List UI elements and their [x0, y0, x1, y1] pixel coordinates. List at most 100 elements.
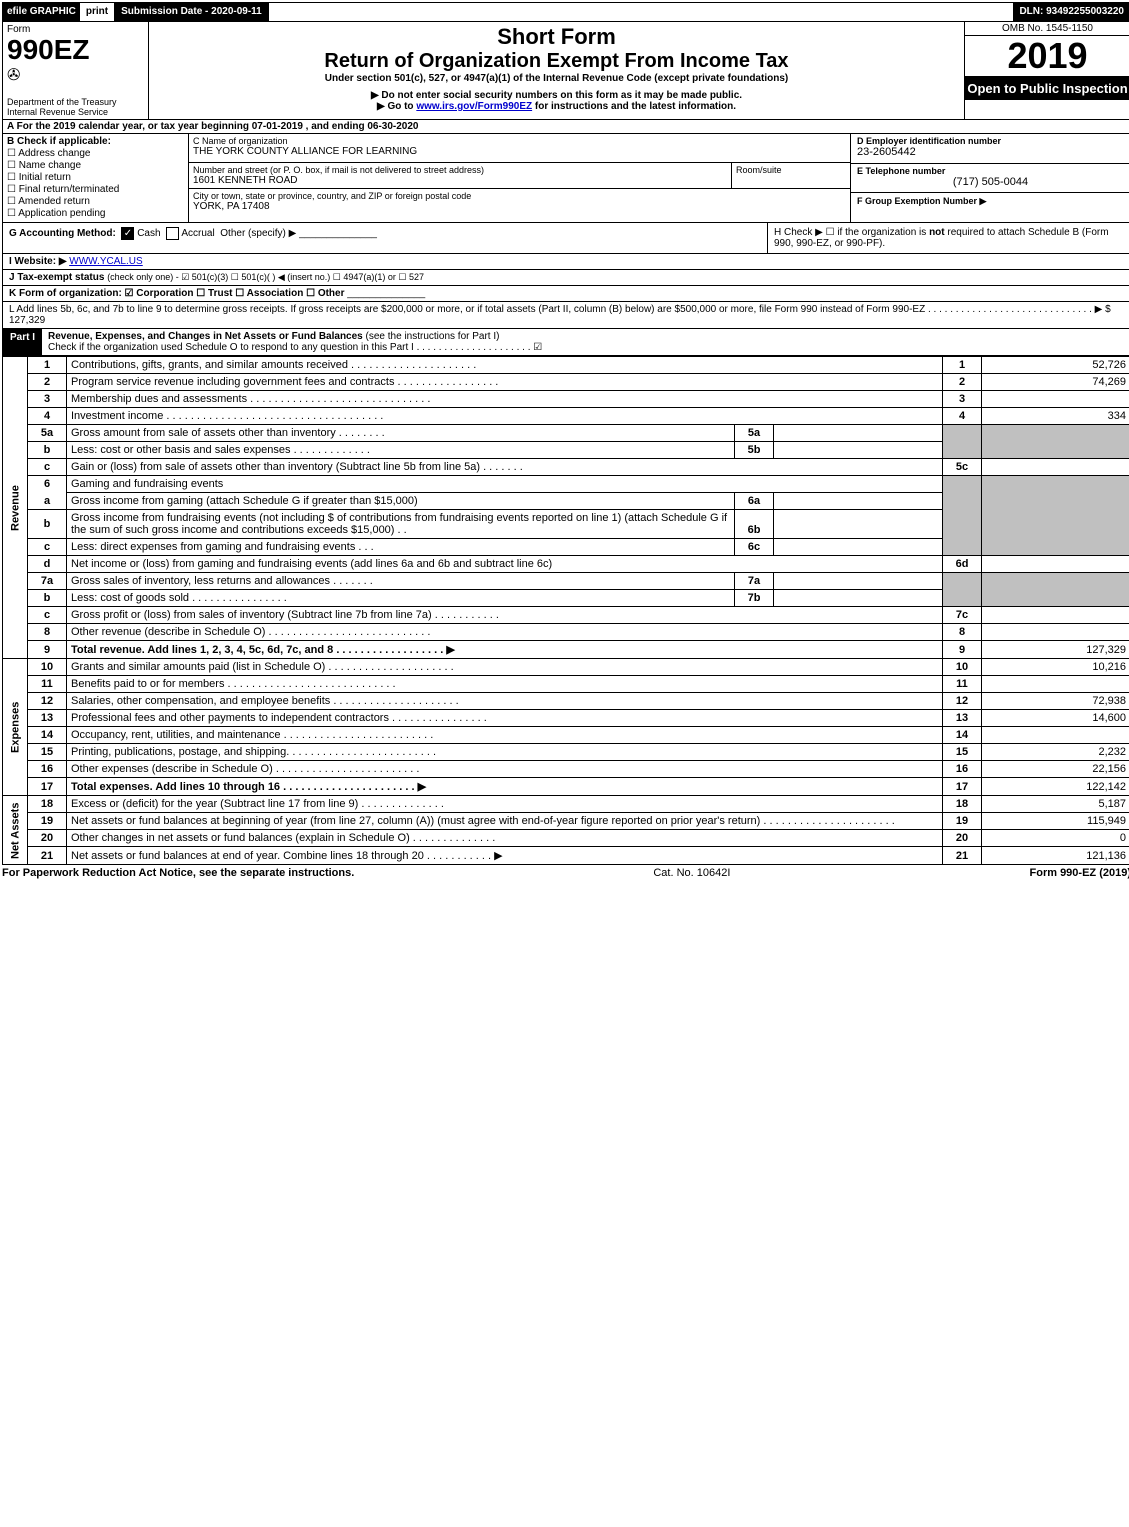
chk-amended-return[interactable]: ☐ Amended return	[7, 196, 184, 207]
top-bar: efile GRAPHIC print Submission Date - 20…	[2, 2, 1129, 22]
street-row: Number and street (or P. O. box, if mail…	[189, 163, 850, 189]
inner-box-label: 6b	[735, 510, 774, 538]
line-text: Gross income from fundraising events (no…	[67, 510, 735, 538]
line-text-bold: Total revenue. Add lines 1, 2, 3, 4, 5c,…	[71, 644, 455, 656]
line-ref: 2	[943, 374, 982, 391]
chk-address-change[interactable]: ☐ Address change	[7, 148, 184, 159]
website-link[interactable]: WWW.YCAL.US	[69, 256, 142, 267]
grey-cell	[982, 425, 1129, 442]
line-amount: 10,216	[982, 659, 1129, 676]
grey-cell	[943, 476, 982, 493]
side-expenses: Expenses	[3, 659, 28, 796]
chk-initial-return[interactable]: ☐ Initial return	[7, 172, 184, 183]
grey-cell	[982, 539, 1129, 556]
table-row: Revenue 1 Contributions, gifts, grants, …	[3, 357, 1129, 374]
part-i-title: Revenue, Expenses, and Changes in Net As…	[42, 329, 1129, 355]
table-row: 13 Professional fees and other payments …	[3, 710, 1129, 727]
line-text: Other expenses (describe in Schedule O) …	[67, 761, 943, 778]
line-num: 3	[28, 391, 67, 408]
footer-form-number: 990-EZ	[1060, 867, 1096, 879]
table-row: 11 Benefits paid to or for members . . .…	[3, 676, 1129, 693]
line-amount: 5,187	[982, 796, 1129, 813]
tax-year-end: 06-30-2020	[367, 121, 418, 132]
chk-name-change[interactable]: ☐ Name change	[7, 160, 184, 171]
goto-instructions: ▶ Go to www.irs.gov/Form990EZ for instru…	[153, 101, 960, 112]
line-amount: 22,156	[982, 761, 1129, 778]
grey-cell	[943, 425, 982, 442]
form-header: Form 990EZ ✇ Department of the Treasury …	[2, 22, 1129, 120]
org-name-label: C Name of organization	[193, 136, 846, 146]
h-text1: H Check ▶ ☐ if the organization is	[774, 227, 929, 238]
line-ref: 1	[943, 357, 982, 374]
table-row: 2 Program service revenue including gove…	[3, 374, 1129, 391]
line-ref: 19	[943, 813, 982, 830]
line-amount	[982, 556, 1129, 573]
table-row: 16 Other expenses (describe in Schedule …	[3, 761, 1129, 778]
line-text: Investment income . . . . . . . . . . . …	[67, 408, 943, 425]
table-row: d Net income or (loss) from gaming and f…	[3, 556, 1129, 573]
header-left: Form 990EZ ✇ Department of the Treasury …	[3, 22, 149, 119]
chk-cash[interactable]: ✓	[121, 227, 134, 240]
table-row: c Gain or (loss) from sale of assets oth…	[3, 459, 1129, 476]
chk-label: Amended return	[18, 196, 90, 207]
tax-year-label: A For the 2019 calendar year, or tax yea…	[7, 121, 252, 132]
line-num: c	[28, 459, 67, 476]
irs-link[interactable]: www.irs.gov/Form990EZ	[416, 101, 532, 112]
line-text: Gross profit or (loss) from sales of inv…	[67, 607, 943, 624]
side-revenue: Revenue	[3, 357, 28, 659]
inner-box-label: 5a	[735, 425, 774, 441]
line-text: Gross sales of inventory, less returns a…	[67, 573, 735, 589]
short-form-title: Short Form	[153, 24, 960, 50]
table-row: 7a Gross sales of inventory, less return…	[3, 573, 1129, 590]
inner-box-label: 7b	[735, 590, 774, 606]
line-num: a	[28, 493, 67, 510]
chk-accrual[interactable]	[166, 227, 179, 240]
table-row: 12 Salaries, other compensation, and emp…	[3, 693, 1129, 710]
line-text: Printing, publications, postage, and shi…	[67, 744, 943, 761]
line-num: 13	[28, 710, 67, 727]
side-net-assets: Net Assets	[3, 796, 28, 865]
line-ref: 13	[943, 710, 982, 727]
line-ref: 4	[943, 408, 982, 425]
dln-label: DLN:	[1019, 6, 1046, 17]
dept-irs: Internal Revenue Service	[7, 107, 144, 117]
line-text: Membership dues and assessments . . . . …	[67, 391, 943, 408]
line-num: b	[28, 442, 67, 459]
l-text: L Add lines 5b, 6c, and 7b to line 9 to …	[9, 304, 1111, 315]
main-title: Return of Organization Exempt From Incom…	[153, 50, 960, 73]
chk-final-return[interactable]: ☐ Final return/terminated	[7, 184, 184, 195]
l-amount: 127,329	[9, 315, 45, 326]
chk-application-pending[interactable]: ☐ Application pending	[7, 208, 184, 219]
section-c: C Name of organization THE YORK COUNTY A…	[189, 134, 850, 222]
line-amount: 74,269	[982, 374, 1129, 391]
line-with-box: Gross income from gaming (attach Schedul…	[67, 493, 943, 510]
line-ref: 17	[943, 778, 982, 796]
g-accrual: Accrual	[181, 228, 214, 239]
inner-box-label: 7a	[735, 573, 774, 589]
print-button[interactable]: print	[80, 3, 115, 21]
grey-cell	[943, 573, 982, 590]
inner-box-value	[774, 539, 943, 555]
line-with-box: Less: direct expenses from gaming and fu…	[67, 539, 943, 556]
open-to-public: Open to Public Inspection	[965, 77, 1129, 100]
line-amount	[982, 727, 1129, 744]
table-row: 4 Investment income . . . . . . . . . . …	[3, 408, 1129, 425]
right-column: D Employer identification number 23-2605…	[850, 134, 1129, 222]
inner-box-value	[774, 493, 943, 509]
table-row: 19 Net assets or fund balances at beginn…	[3, 813, 1129, 830]
city-label: City or town, state or province, country…	[193, 191, 846, 201]
chk-label: Initial return	[19, 172, 71, 183]
table-row: 14 Occupancy, rent, utilities, and maint…	[3, 727, 1129, 744]
line-text: Total revenue. Add lines 1, 2, 3, 4, 5c,…	[67, 641, 943, 659]
city-row: City or town, state or province, country…	[189, 189, 850, 217]
group-exemption-label: F Group Exemption Number ▶	[857, 196, 986, 206]
grey-cell	[982, 442, 1129, 459]
dln-value: 93492255003220	[1046, 6, 1124, 17]
h-not: not	[929, 227, 945, 238]
section-g: G Accounting Method: ✓ Cash Accrual Othe…	[3, 223, 767, 253]
footer-right: Form 990-EZ (2019)	[1030, 867, 1129, 879]
table-row: 17 Total expenses. Add lines 10 through …	[3, 778, 1129, 796]
line-amount	[982, 676, 1129, 693]
chk-label: Address change	[18, 148, 90, 159]
section-l: L Add lines 5b, 6c, and 7b to line 9 to …	[2, 302, 1129, 329]
